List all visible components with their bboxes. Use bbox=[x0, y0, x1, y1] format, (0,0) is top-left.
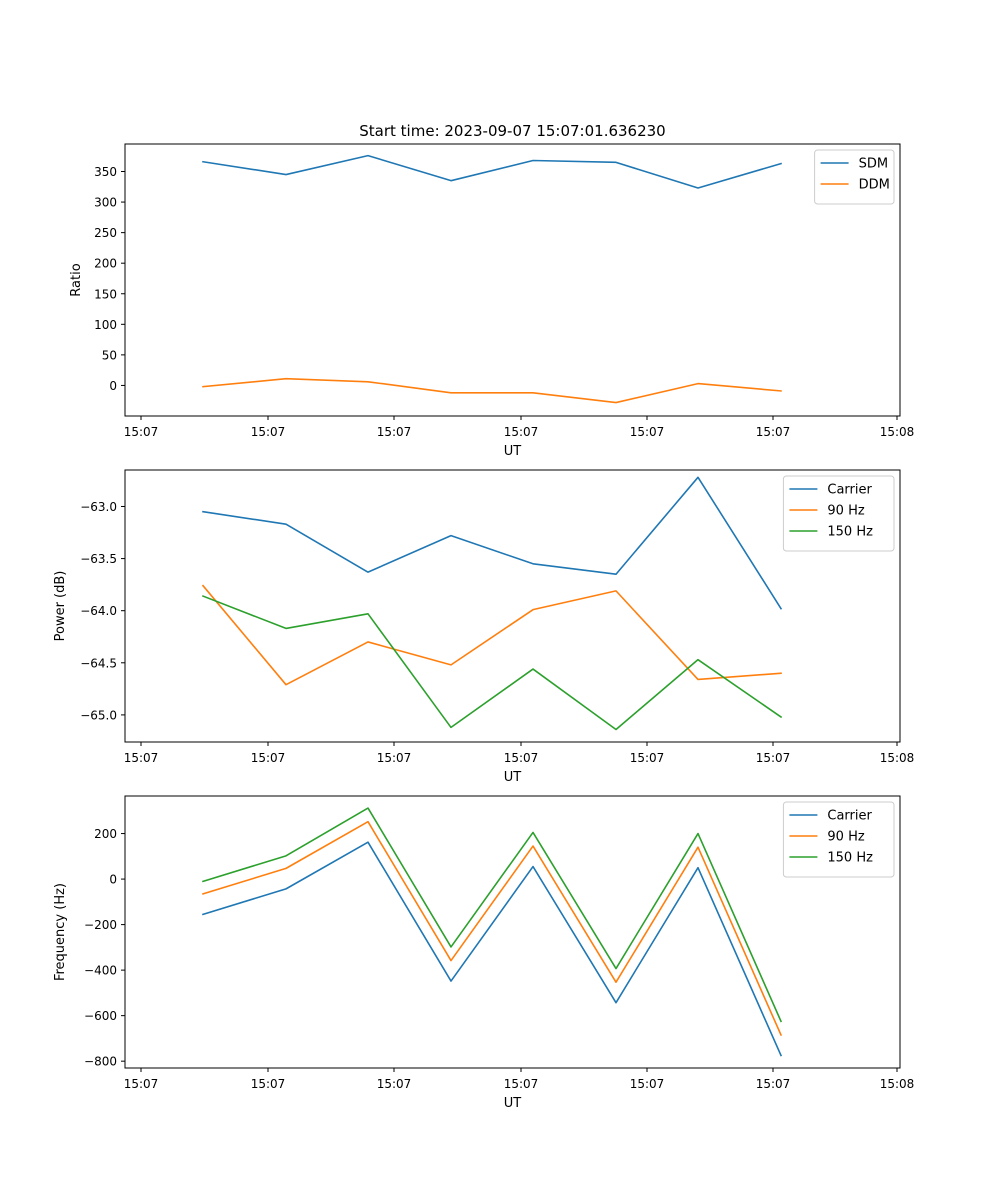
y-tick-label: 0 bbox=[109, 379, 117, 393]
axes-frame bbox=[124, 795, 901, 1069]
y-tick-label: −65.0 bbox=[80, 708, 117, 722]
y-axis-label: Ratio bbox=[69, 263, 84, 296]
legend-label: 150 Hz bbox=[827, 851, 873, 866]
y-tick-label: −63.0 bbox=[80, 500, 117, 514]
x-tick-label: 15:08 bbox=[880, 425, 915, 439]
x-tick-label: 15:07 bbox=[124, 751, 159, 765]
chart-panel-1: 15:07 15:07 15:07 15:07 15:07 15:07 15:08 0 50 10… bbox=[69, 143, 915, 459]
x-tick-label: 15:07 bbox=[124, 1077, 159, 1091]
legend-box bbox=[782, 801, 895, 878]
x-tick-label: 15:07 bbox=[756, 751, 791, 765]
series-line-carrier bbox=[202, 841, 783, 1057]
y-tick-label: 250 bbox=[94, 226, 117, 240]
x-tick-label: 15:07 bbox=[251, 425, 286, 439]
y-axis-label: Frequency (Hz) bbox=[53, 883, 68, 981]
y-tick-label: 50 bbox=[102, 348, 117, 362]
axes-frame bbox=[124, 469, 901, 743]
x-tick-label: 15:07 bbox=[504, 1077, 539, 1091]
y-tick-label: 150 bbox=[94, 287, 117, 301]
legend-label: Carrier bbox=[827, 483, 872, 498]
x-tick-label: 15:07 bbox=[377, 1077, 412, 1091]
x-tick-label: 15:07 bbox=[630, 1077, 665, 1091]
legend-label: 150 Hz bbox=[827, 525, 873, 540]
axes-frame bbox=[124, 143, 901, 417]
legend-label: SDM bbox=[859, 157, 888, 172]
panels: 15:07 15:07 15:07 15:07 15:07 15:07 15:08 0 50 10… bbox=[53, 143, 915, 1111]
series-line-90-hz bbox=[202, 820, 783, 1037]
y-tick-label: 200 bbox=[94, 827, 117, 841]
series-line-150-hz bbox=[201, 595, 783, 731]
x-tick-label: 15:07 bbox=[504, 425, 539, 439]
chart-title: Start time: 2023-09-07 15:07:01.636230 bbox=[359, 122, 665, 140]
series-line-90-hz bbox=[201, 584, 782, 686]
y-tick-label: 100 bbox=[94, 318, 117, 332]
x-tick-label: 15:08 bbox=[880, 1077, 915, 1091]
x-tick-label: 15:07 bbox=[756, 425, 791, 439]
x-axis-label: UT bbox=[504, 770, 522, 785]
legend-label: 90 Hz bbox=[827, 830, 864, 845]
x-tick-label: 15:07 bbox=[251, 1077, 286, 1091]
y-tick-label: −800 bbox=[84, 1055, 117, 1069]
legend-box bbox=[782, 475, 895, 552]
y-tick-label: 200 bbox=[94, 257, 117, 271]
y-tick-label: 350 bbox=[94, 165, 117, 179]
y-tick-label: −400 bbox=[84, 964, 117, 978]
x-tick-label: 15:07 bbox=[504, 751, 539, 765]
x-tick-label: 15:07 bbox=[124, 425, 159, 439]
x-tick-label: 15:07 bbox=[630, 751, 665, 765]
x-axis-label: UT bbox=[504, 1096, 522, 1111]
x-tick-label: 15:07 bbox=[377, 751, 412, 765]
y-tick-label: −600 bbox=[84, 1009, 117, 1023]
y-tick-label: 0 bbox=[109, 873, 117, 887]
y-tick-label: 300 bbox=[94, 196, 117, 210]
legend: Carrier 90 Hz 150 Hz bbox=[782, 475, 895, 552]
x-tick-label: 15:07 bbox=[756, 1077, 791, 1091]
y-tick-label: −200 bbox=[84, 918, 117, 932]
y-tick-label: −64.5 bbox=[80, 656, 117, 670]
x-axis-label: UT bbox=[504, 444, 522, 459]
legend: Carrier 90 Hz 150 Hz bbox=[782, 801, 895, 878]
series-line-150-hz bbox=[202, 807, 783, 1023]
x-tick-label: 15:07 bbox=[251, 751, 286, 765]
chart-panel-2: 15:07 15:07 15:07 15:07 15:07 15:07 15:08 −63.0… bbox=[53, 469, 915, 785]
legend-label: DDM bbox=[859, 178, 890, 193]
legend: SDM DDM bbox=[814, 149, 895, 205]
y-tick-label: −64.0 bbox=[80, 604, 117, 618]
series-line-sdm bbox=[202, 154, 782, 189]
legend-label: 90 Hz bbox=[827, 504, 864, 519]
legend-label: Carrier bbox=[827, 809, 872, 824]
y-tick-label: −63.5 bbox=[80, 552, 117, 566]
x-tick-label: 15:07 bbox=[630, 425, 665, 439]
series-line-carrier bbox=[202, 476, 783, 610]
x-tick-label: 15:07 bbox=[377, 425, 412, 439]
chart-panel-3: 15:07 15:07 15:07 15:07 15:07 15:07 15:08 200 0 −… bbox=[53, 795, 915, 1111]
x-tick-label: 15:08 bbox=[880, 751, 915, 765]
y-axis-label: Power (dB) bbox=[53, 571, 68, 642]
series-line-ddm bbox=[202, 377, 782, 404]
